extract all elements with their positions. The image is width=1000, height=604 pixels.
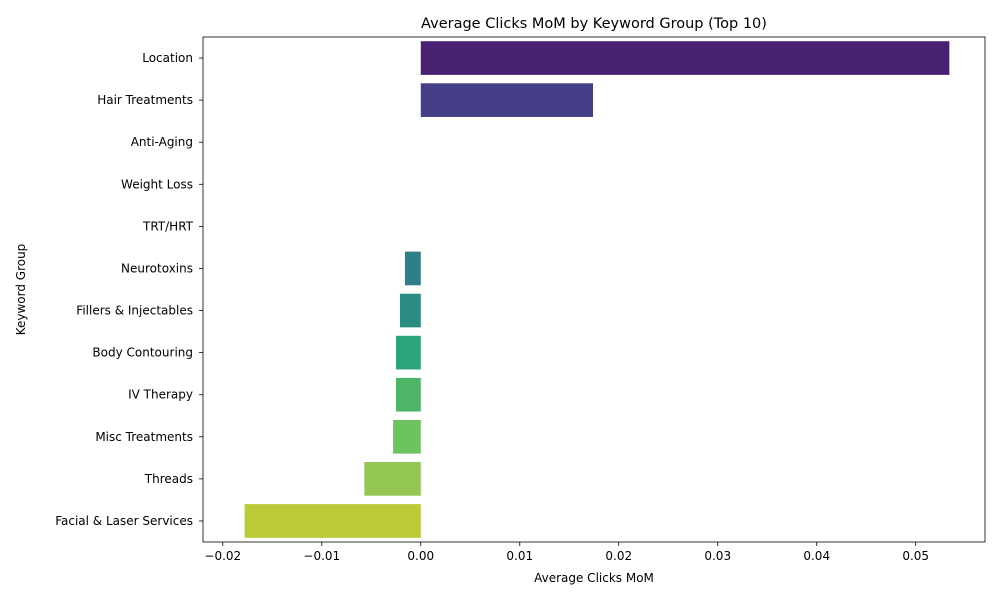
bar-5 bbox=[404, 251, 421, 286]
y-axis-label: Keyword Group bbox=[14, 244, 28, 336]
x-tick-label: 0.02 bbox=[605, 549, 632, 563]
y-tick-label: Body Contouring bbox=[92, 346, 193, 360]
y-tick-label: Location bbox=[142, 51, 193, 65]
y-tick-label: Fillers & Injectables bbox=[76, 304, 193, 318]
y-axis-ticks: Location Hair Treatments Anti-Aging Weight … bbox=[55, 51, 203, 528]
x-axis-label: Average Clicks MoM bbox=[534, 571, 654, 585]
x-axis-ticks: −0.02 −0.01 0.00 0.01 0.02 0.03 0.04 0.05 bbox=[204, 542, 929, 563]
x-tick-label: 0.01 bbox=[506, 549, 533, 563]
bar-10 bbox=[364, 462, 421, 496]
y-tick-label: IV Therapy bbox=[128, 388, 193, 402]
plot-frame bbox=[202, 36, 986, 543]
y-tick-label: Neurotoxins bbox=[121, 261, 193, 275]
y-tick-label: Anti-Aging bbox=[131, 135, 193, 149]
x-tick-label: 0.04 bbox=[803, 549, 830, 563]
bars-layer bbox=[244, 41, 950, 538]
x-tick-label: 0.00 bbox=[407, 549, 434, 563]
y-tick-label: Facial & Laser Services bbox=[55, 514, 193, 528]
bar-8 bbox=[396, 377, 421, 412]
bar-11 bbox=[244, 504, 421, 538]
bar-0 bbox=[420, 41, 950, 75]
y-tick-label: Threads bbox=[144, 472, 193, 486]
bar-7 bbox=[396, 335, 421, 370]
bar-1 bbox=[420, 83, 594, 117]
bar-9 bbox=[393, 419, 421, 454]
bar-6 bbox=[399, 293, 421, 328]
x-tick-label: 0.05 bbox=[902, 549, 929, 563]
x-tick-label: −0.02 bbox=[204, 549, 241, 563]
y-tick-label: Hair Treatments bbox=[97, 93, 193, 107]
x-tick-label: −0.01 bbox=[303, 549, 340, 563]
axes-layer bbox=[202, 36, 986, 543]
y-tick-label: TRT/HRT bbox=[142, 219, 194, 233]
x-tick-label: 0.03 bbox=[704, 549, 731, 563]
chart-title: Average Clicks MoM by Keyword Group (Top… bbox=[421, 16, 767, 32]
y-tick-label: Misc Treatments bbox=[95, 430, 193, 444]
y-tick-label: Weight Loss bbox=[121, 177, 193, 191]
